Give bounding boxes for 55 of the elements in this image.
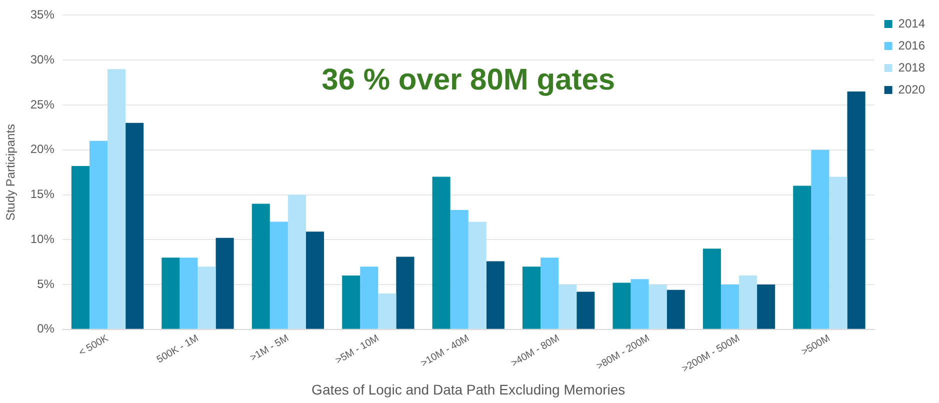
bar <box>738 276 758 329</box>
legend-label: 2020 <box>898 82 926 96</box>
bar <box>108 69 126 329</box>
y-tick-label: 5% <box>37 276 55 291</box>
y-tick-label: 30% <box>30 52 55 66</box>
bar <box>757 284 776 329</box>
x-tick-label: < 500K <box>77 332 111 359</box>
y-tick-label: 35% <box>30 8 55 22</box>
bar <box>89 140 108 329</box>
bar <box>847 92 866 329</box>
bar <box>468 222 486 329</box>
bar <box>432 176 450 329</box>
bar <box>360 266 378 329</box>
y-tick-label: 15% <box>30 187 55 202</box>
x-tick-label: 500K - 1M <box>155 333 201 366</box>
bar <box>288 194 306 329</box>
x-axis-title: Gates of Logic and Data Path Excluding Memories <box>312 381 626 398</box>
legend-label: 2016 <box>898 38 926 52</box>
bar <box>198 266 216 329</box>
y-tick-label: 10% <box>30 232 55 246</box>
bar <box>720 284 739 329</box>
bar <box>486 261 504 329</box>
bar <box>306 232 324 329</box>
y-tick-label: 0% <box>37 322 55 336</box>
bar <box>648 284 667 329</box>
x-tick-label: >5M - 10M <box>334 333 382 367</box>
bar <box>558 284 577 329</box>
bar <box>270 222 288 329</box>
bar <box>216 238 234 329</box>
bar <box>342 276 360 329</box>
bar <box>811 150 830 329</box>
bar <box>126 122 144 329</box>
bar <box>378 294 396 329</box>
y-axis-title: Study Participants <box>4 124 18 221</box>
bar <box>630 279 649 329</box>
bar <box>252 204 270 329</box>
annotation: 36 % over 80M gates <box>322 63 616 96</box>
y-tick-label: 25% <box>30 97 55 112</box>
y-tick-label: 20% <box>30 142 55 156</box>
bar <box>666 290 685 329</box>
bar <box>450 210 468 329</box>
bar <box>540 258 559 329</box>
legend-label: 2018 <box>898 60 926 74</box>
bar <box>612 282 631 329</box>
bar <box>162 258 180 329</box>
bar <box>576 292 595 329</box>
bar <box>522 266 541 329</box>
bar <box>793 186 812 329</box>
bar <box>71 166 90 329</box>
bar <box>180 258 198 329</box>
bar <box>702 248 721 329</box>
x-tick-label: >1M - 5M <box>248 333 291 364</box>
legend-label: 2014 <box>898 16 926 30</box>
bar <box>396 256 414 329</box>
bar <box>829 176 848 329</box>
